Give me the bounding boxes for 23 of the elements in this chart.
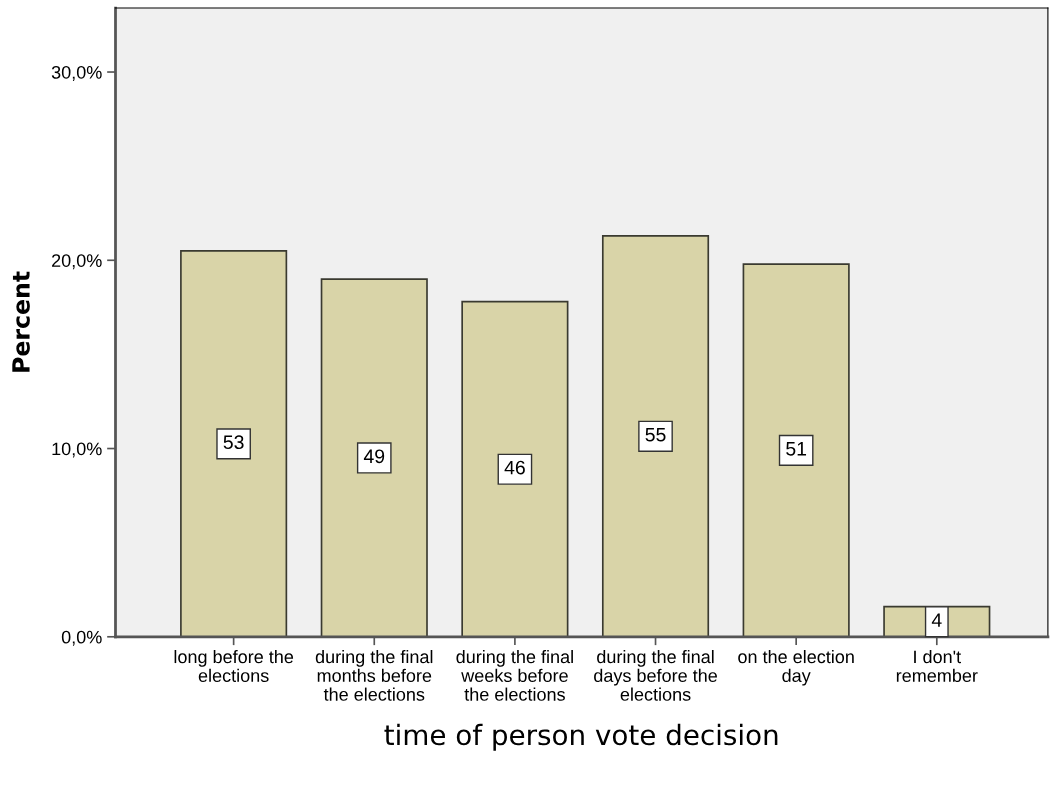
annotation: 4	[931, 613, 942, 627]
annotation: 55	[645, 427, 666, 442]
y-axis-title: Percent	[12, 271, 30, 372]
x-tick-label: during the final days before the elections	[594, 649, 717, 701]
y-tick-label: 0,0%	[61, 630, 102, 646]
x-tick-label: during the final weeks before the elections	[456, 649, 573, 701]
annotation: 46	[504, 460, 525, 475]
bar	[601, 234, 710, 637]
annotation: 51	[786, 442, 807, 456]
x-tick-label: long before the elections	[174, 649, 294, 683]
bar	[320, 278, 428, 637]
x-tick-label: on the election day	[738, 649, 854, 686]
y-tick-label: 20,0%	[52, 254, 102, 270]
y-tick-label: 10,0%	[52, 442, 102, 458]
x-axis-title: time of person vote decision	[384, 723, 778, 751]
x-tick-label: during the final months before the elections	[315, 649, 433, 701]
x-tick-label: I don't remember	[896, 649, 978, 683]
bar	[742, 263, 850, 637]
annotation: 53	[223, 435, 244, 450]
bar	[461, 300, 569, 637]
annotation: 49	[363, 449, 385, 464]
bar	[180, 250, 288, 637]
y-tick-label: 30,0%	[51, 65, 102, 81]
